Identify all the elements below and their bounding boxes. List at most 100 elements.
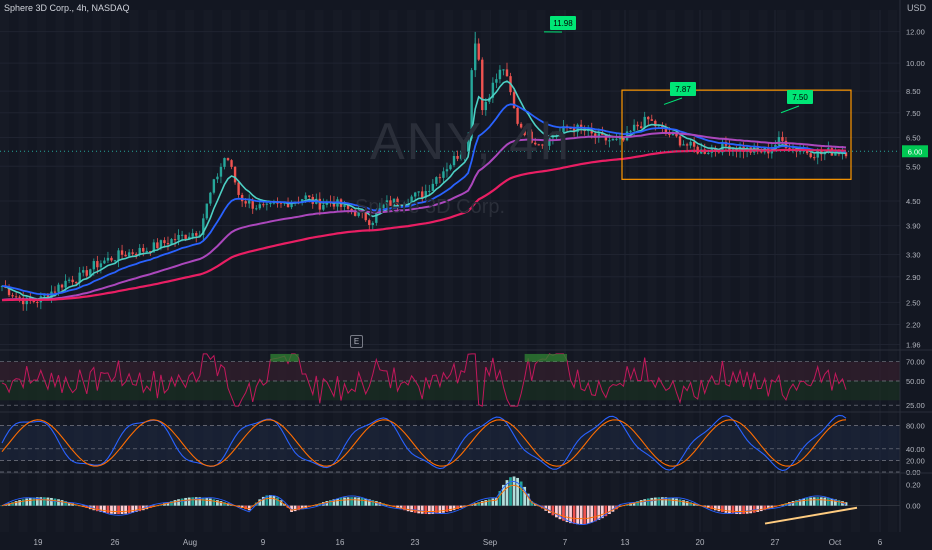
macd-histogram-bar — [43, 497, 46, 505]
macd-histogram-bar — [350, 497, 353, 505]
macd-histogram-bar — [438, 506, 441, 514]
y-tick-label: 7.50 — [906, 109, 921, 118]
macd-histogram-bar — [128, 506, 131, 514]
macd-histogram-bar — [273, 496, 276, 506]
candle — [435, 177, 437, 184]
candle — [612, 139, 614, 140]
candle — [686, 144, 688, 145]
x-tick-label: Sep — [483, 538, 498, 547]
macd-histogram-bar — [407, 506, 410, 512]
macd-histogram-bar — [742, 506, 745, 514]
y-tick-label: 2.90 — [906, 273, 921, 282]
macd-histogram-bar — [18, 500, 21, 506]
candle — [184, 235, 186, 239]
chart-title: Sphere 3D Corp., 4h, NASDAQ — [4, 3, 130, 13]
candle — [428, 191, 430, 192]
macd-histogram-bar — [491, 499, 494, 506]
macd-histogram-bar — [347, 497, 350, 505]
x-tick-label: 16 — [336, 538, 345, 547]
macd-histogram-bar — [587, 506, 590, 524]
macd-histogram-bar — [343, 498, 346, 506]
macd-histogram-bar — [202, 498, 205, 506]
macd-histogram-bar — [121, 506, 124, 514]
candle — [478, 44, 480, 60]
candle — [259, 204, 261, 208]
candle — [174, 239, 176, 240]
macd-histogram-bar — [590, 506, 593, 523]
candle — [33, 301, 35, 302]
y-tick-label: 3.90 — [906, 222, 921, 231]
macd-histogram-bar — [654, 498, 657, 506]
candle — [121, 250, 123, 254]
macd-histogram-bar — [188, 498, 191, 506]
rsi-tick-label: 25.00 — [906, 401, 925, 410]
macd-histogram-bar — [679, 499, 682, 505]
candle — [220, 167, 222, 177]
macd-histogram-bar — [25, 499, 28, 506]
y-tick-label: 2.50 — [906, 298, 921, 307]
macd-histogram-bar — [484, 500, 487, 506]
macd-histogram-bar — [657, 497, 660, 505]
rsi-band-lower — [0, 381, 900, 400]
macd-histogram-bar — [110, 506, 113, 514]
candle — [308, 195, 310, 196]
stoch-tick-label: 80.00 — [906, 422, 925, 431]
candle — [15, 296, 17, 297]
candle — [71, 280, 73, 282]
y-tick-label: 2.20 — [906, 320, 921, 329]
x-tick-label: Oct — [829, 538, 842, 547]
macd-histogram-bar — [209, 499, 212, 506]
candle — [68, 280, 70, 281]
macd-histogram-bar — [410, 506, 413, 512]
candle — [495, 79, 497, 83]
macd-histogram-bar — [739, 506, 742, 514]
candle — [262, 204, 264, 205]
macd-histogram-bar — [276, 498, 279, 506]
macd-histogram-bar — [809, 498, 812, 506]
macd-histogram-bar — [61, 500, 64, 506]
macd-histogram-bar — [816, 497, 819, 505]
macd-histogram-bar — [668, 498, 671, 506]
candle — [368, 220, 370, 225]
macd-histogram-bar — [57, 499, 60, 505]
macd-histogram-bar — [417, 506, 420, 514]
x-tick-label: Aug — [183, 538, 197, 547]
candle — [343, 205, 345, 207]
y-tick-label: 12.00 — [906, 28, 925, 37]
macd-histogram-bar — [354, 497, 357, 505]
candle — [418, 191, 420, 192]
macd-histogram-bar — [823, 498, 826, 506]
macd-histogram-bar — [749, 506, 752, 514]
macd-histogram-bar — [191, 497, 194, 505]
candle — [100, 263, 102, 267]
macd-histogram-bar — [361, 498, 364, 506]
macd-histogram-bar — [22, 499, 25, 505]
earnings-icon[interactable]: E — [350, 335, 363, 348]
candle — [177, 235, 179, 240]
x-tick-label: 23 — [411, 538, 420, 547]
candle — [110, 258, 112, 261]
y-tick-label: 8.50 — [906, 87, 921, 96]
candle — [304, 195, 306, 199]
currency-label: USD — [907, 3, 926, 13]
y-tick-label: 5.50 — [906, 162, 921, 171]
macd-histogram-bar — [647, 498, 650, 505]
macd-histogram-bar — [414, 506, 417, 513]
candle — [75, 282, 77, 283]
macd-histogram-bar — [131, 506, 134, 513]
macd-histogram-bar — [643, 499, 646, 505]
macd-histogram-bar — [340, 498, 343, 506]
candle — [502, 69, 504, 70]
candle — [107, 258, 109, 261]
name-watermark: Sphere 3D Corp. — [355, 196, 505, 219]
macd-histogram-bar — [117, 506, 120, 514]
candle — [191, 233, 193, 237]
candle — [636, 125, 638, 126]
macd-histogram-bar — [760, 506, 763, 511]
candle — [82, 270, 84, 273]
macd-histogram-bar — [124, 506, 127, 514]
macd-histogram-bar — [573, 506, 576, 524]
candle — [114, 260, 116, 261]
candle — [651, 119, 653, 121]
